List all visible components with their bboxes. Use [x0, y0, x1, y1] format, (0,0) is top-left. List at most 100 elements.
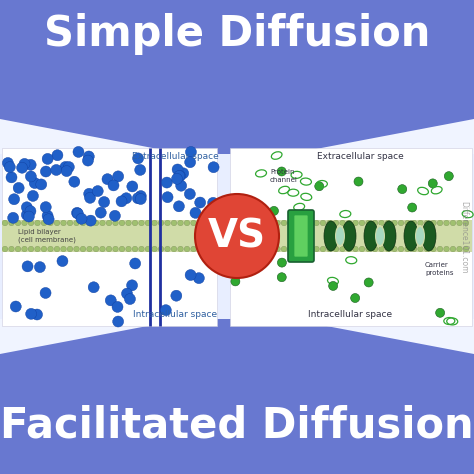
Circle shape [61, 220, 66, 226]
Circle shape [392, 220, 397, 226]
FancyBboxPatch shape [288, 210, 314, 262]
Circle shape [437, 220, 443, 226]
Circle shape [249, 220, 254, 226]
Circle shape [42, 154, 53, 164]
Circle shape [60, 162, 71, 173]
Circle shape [135, 191, 146, 201]
Circle shape [398, 184, 407, 193]
Circle shape [164, 246, 170, 252]
Circle shape [106, 220, 112, 226]
Circle shape [171, 290, 182, 301]
Circle shape [80, 246, 86, 252]
Circle shape [398, 220, 404, 226]
Circle shape [277, 273, 286, 282]
Circle shape [172, 173, 182, 184]
Circle shape [457, 220, 462, 226]
Circle shape [184, 189, 195, 200]
Circle shape [185, 157, 196, 168]
Circle shape [351, 293, 360, 302]
Circle shape [346, 220, 352, 226]
Circle shape [405, 246, 410, 252]
Circle shape [17, 162, 27, 173]
Circle shape [113, 171, 124, 182]
Circle shape [424, 220, 430, 226]
Circle shape [205, 211, 216, 222]
Circle shape [40, 201, 51, 213]
Circle shape [125, 293, 136, 304]
Circle shape [411, 246, 417, 252]
Text: Protein
channel: Protein channel [270, 169, 298, 183]
Circle shape [444, 246, 449, 252]
Text: Extracellular space: Extracellular space [317, 152, 403, 161]
Ellipse shape [422, 221, 436, 251]
Circle shape [210, 220, 216, 226]
Circle shape [106, 246, 112, 252]
Circle shape [2, 246, 8, 252]
Bar [0, 154, 474, 319]
Circle shape [229, 220, 235, 226]
Circle shape [195, 197, 206, 208]
Circle shape [15, 246, 21, 252]
Circle shape [247, 254, 256, 263]
Circle shape [277, 258, 286, 267]
Circle shape [444, 172, 453, 181]
Circle shape [184, 246, 190, 252]
Circle shape [431, 246, 436, 252]
Text: Facilitated Diffusion: Facilitated Diffusion [0, 405, 474, 447]
Circle shape [139, 246, 144, 252]
Circle shape [249, 246, 254, 252]
Ellipse shape [415, 225, 425, 247]
Circle shape [275, 246, 280, 252]
Circle shape [135, 164, 146, 175]
Circle shape [25, 159, 36, 170]
Circle shape [398, 246, 404, 252]
Circle shape [73, 208, 83, 219]
Circle shape [52, 150, 63, 161]
FancyBboxPatch shape [294, 215, 308, 257]
Bar [2, 220, 217, 252]
Circle shape [61, 246, 66, 252]
Circle shape [119, 246, 125, 252]
Circle shape [10, 301, 21, 312]
Circle shape [127, 280, 137, 291]
Circle shape [152, 220, 157, 226]
Circle shape [32, 309, 43, 320]
Circle shape [372, 246, 378, 252]
Circle shape [161, 177, 173, 188]
Circle shape [15, 220, 21, 226]
Circle shape [121, 193, 132, 204]
Circle shape [281, 220, 287, 226]
Circle shape [327, 220, 332, 226]
Circle shape [315, 182, 324, 191]
Circle shape [178, 246, 183, 252]
Circle shape [112, 301, 123, 312]
Circle shape [54, 220, 60, 226]
Circle shape [364, 278, 373, 287]
Circle shape [2, 157, 13, 168]
Circle shape [26, 309, 36, 319]
Circle shape [42, 210, 53, 221]
Circle shape [240, 207, 249, 216]
Circle shape [61, 165, 72, 177]
Circle shape [172, 164, 183, 175]
Circle shape [72, 208, 82, 219]
Circle shape [35, 262, 46, 273]
Circle shape [379, 220, 384, 226]
Circle shape [93, 220, 99, 226]
Bar [230, 148, 472, 326]
Circle shape [333, 220, 339, 226]
Circle shape [9, 194, 19, 205]
Circle shape [48, 246, 53, 252]
Circle shape [80, 220, 86, 226]
Ellipse shape [342, 221, 356, 251]
Circle shape [119, 220, 125, 226]
Circle shape [126, 246, 131, 252]
Circle shape [193, 273, 204, 283]
Circle shape [307, 220, 313, 226]
Circle shape [160, 305, 171, 316]
Bar [2, 148, 217, 326]
Circle shape [29, 177, 40, 189]
Ellipse shape [336, 227, 344, 245]
Ellipse shape [382, 221, 396, 251]
Text: VS: VS [208, 217, 266, 255]
